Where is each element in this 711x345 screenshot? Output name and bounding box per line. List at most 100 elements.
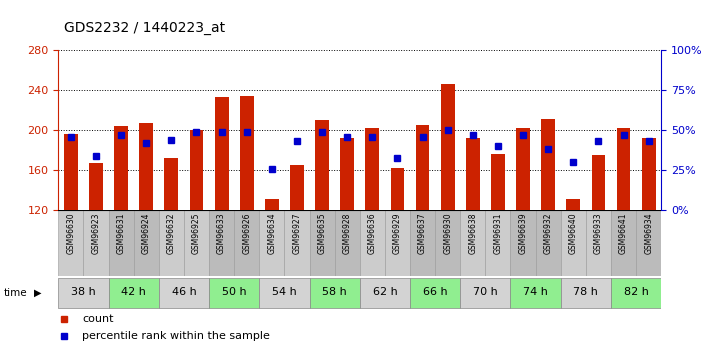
Bar <box>611 278 661 308</box>
Bar <box>460 278 510 308</box>
Text: ▶: ▶ <box>34 288 42 298</box>
Bar <box>114 126 128 210</box>
Text: 62 h: 62 h <box>373 287 397 297</box>
Bar <box>410 210 435 276</box>
Bar <box>284 210 309 276</box>
Bar <box>164 158 178 210</box>
Bar <box>516 128 530 210</box>
Text: percentile rank within the sample: percentile rank within the sample <box>82 332 270 341</box>
Bar <box>234 210 260 276</box>
Bar <box>435 210 460 276</box>
Bar <box>309 278 360 308</box>
Text: 54 h: 54 h <box>272 287 296 297</box>
Text: 38 h: 38 h <box>71 287 96 297</box>
Bar <box>109 210 134 276</box>
Text: GSM96932: GSM96932 <box>544 213 552 254</box>
Bar <box>592 155 605 210</box>
Bar <box>315 120 329 210</box>
Text: GSM96636: GSM96636 <box>368 213 377 254</box>
Text: GSM96933: GSM96933 <box>594 213 603 254</box>
Text: 66 h: 66 h <box>423 287 447 297</box>
Bar <box>134 210 159 276</box>
Text: GDS2232 / 1440223_at: GDS2232 / 1440223_at <box>64 21 225 35</box>
Bar <box>561 278 611 308</box>
Bar <box>365 128 379 210</box>
Bar <box>535 210 561 276</box>
Text: 46 h: 46 h <box>171 287 196 297</box>
Bar <box>642 138 656 210</box>
Bar <box>390 168 405 210</box>
Bar <box>611 210 636 276</box>
Text: time: time <box>4 288 27 298</box>
Text: GSM96923: GSM96923 <box>92 213 100 254</box>
Text: GSM96641: GSM96641 <box>619 213 628 254</box>
Bar <box>567 199 580 210</box>
Bar <box>240 96 254 210</box>
Bar <box>441 84 454 210</box>
Text: GSM96631: GSM96631 <box>117 213 126 254</box>
Bar <box>109 278 159 308</box>
Bar <box>341 138 354 210</box>
Text: GSM96630: GSM96630 <box>66 213 75 254</box>
Bar <box>335 210 360 276</box>
Text: GSM96640: GSM96640 <box>569 213 578 254</box>
Bar <box>190 130 203 210</box>
Text: 70 h: 70 h <box>473 287 498 297</box>
Bar <box>541 119 555 210</box>
Text: GSM96931: GSM96931 <box>493 213 503 254</box>
Bar <box>491 154 505 210</box>
Bar <box>460 210 486 276</box>
Text: GSM96934: GSM96934 <box>644 213 653 254</box>
Text: GSM96925: GSM96925 <box>192 213 201 254</box>
Bar <box>360 210 385 276</box>
Bar <box>586 210 611 276</box>
Text: count: count <box>82 314 114 324</box>
Text: GSM96638: GSM96638 <box>469 213 477 254</box>
Bar <box>184 210 209 276</box>
Bar <box>139 123 153 210</box>
Bar <box>510 210 535 276</box>
Text: GSM96929: GSM96929 <box>393 213 402 254</box>
Bar <box>510 278 561 308</box>
Bar <box>260 210 284 276</box>
Text: GSM96632: GSM96632 <box>167 213 176 254</box>
Bar <box>83 210 109 276</box>
Bar <box>616 128 631 210</box>
Text: 78 h: 78 h <box>574 287 598 297</box>
Text: 50 h: 50 h <box>222 287 247 297</box>
Text: GSM96924: GSM96924 <box>141 213 151 254</box>
Bar <box>265 199 279 210</box>
Bar <box>309 210 335 276</box>
Bar <box>561 210 586 276</box>
Text: GSM96633: GSM96633 <box>217 213 226 254</box>
Bar <box>209 278 260 308</box>
Bar <box>466 138 480 210</box>
Text: 82 h: 82 h <box>624 287 648 297</box>
Text: GSM96637: GSM96637 <box>418 213 427 254</box>
Text: GSM96930: GSM96930 <box>443 213 452 254</box>
Bar <box>416 125 429 210</box>
Text: 42 h: 42 h <box>122 287 146 297</box>
Bar <box>410 278 460 308</box>
Bar <box>58 210 83 276</box>
Bar <box>159 278 209 308</box>
Bar <box>486 210 510 276</box>
Bar <box>64 134 77 210</box>
Text: GSM96639: GSM96639 <box>518 213 528 254</box>
Bar <box>385 210 410 276</box>
Bar <box>290 165 304 210</box>
Text: GSM96926: GSM96926 <box>242 213 251 254</box>
Text: 58 h: 58 h <box>322 287 347 297</box>
Text: GSM96635: GSM96635 <box>318 213 326 254</box>
Bar <box>159 210 184 276</box>
Bar <box>89 163 103 210</box>
Bar <box>260 278 309 308</box>
Bar <box>215 97 228 210</box>
Bar <box>636 210 661 276</box>
Bar <box>58 278 109 308</box>
Bar <box>209 210 234 276</box>
Text: GSM96927: GSM96927 <box>292 213 301 254</box>
Text: GSM96928: GSM96928 <box>343 213 352 254</box>
Text: 74 h: 74 h <box>523 287 548 297</box>
Text: GSM96634: GSM96634 <box>267 213 277 254</box>
